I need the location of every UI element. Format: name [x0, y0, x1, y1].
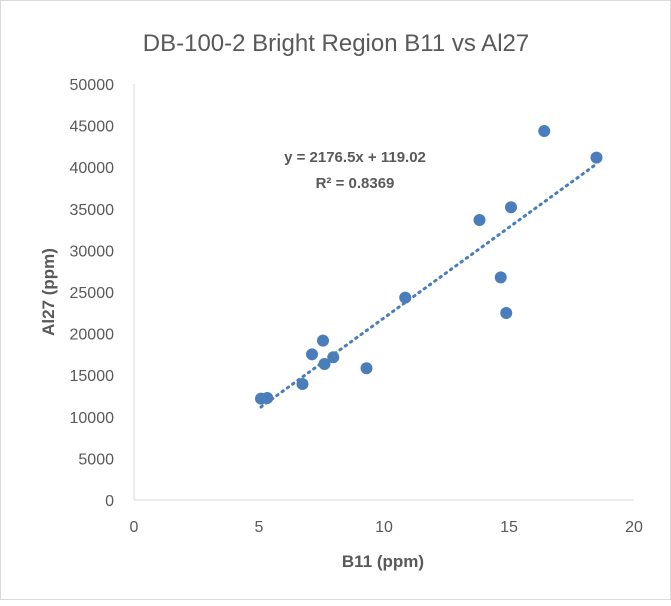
data-point — [327, 351, 340, 364]
x-tick-label: 10 — [375, 519, 393, 536]
y-axis-ticks: 0 5000 10000 15000 20000 25000 30000 35000 40000… — [70, 77, 115, 510]
chart-title: DB-100-2 Bright Region B11 vs Al27 — [143, 30, 529, 57]
x-tick-label: 5 — [255, 519, 264, 536]
y-tick-label: 10000 — [70, 410, 115, 427]
data-point — [399, 291, 412, 304]
data-points — [255, 125, 603, 405]
data-point — [473, 214, 486, 227]
y-tick-label: 40000 — [70, 160, 115, 177]
data-point — [306, 348, 318, 361]
x-tick-label: 15 — [500, 519, 518, 536]
x-axis-label: B11 (ppm) — [342, 552, 424, 571]
data-point — [494, 271, 507, 284]
y-tick-label: 0 — [105, 493, 114, 510]
trendline-equation: y = 2176.5x + 119.02 — [284, 149, 426, 166]
y-tick-label: 35000 — [70, 202, 115, 219]
data-point — [590, 151, 603, 164]
y-tick-label: 15000 — [70, 368, 115, 385]
x-tick-label: 0 — [130, 519, 139, 536]
x-tick-label: 20 — [625, 519, 643, 536]
x-axis-ticks: 0 5 10 15 20 — [130, 519, 643, 536]
y-tick-label: 50000 — [70, 77, 115, 94]
data-point — [317, 334, 329, 347]
data-point — [360, 362, 373, 375]
y-tick-label: 30000 — [70, 243, 115, 260]
data-point — [261, 391, 274, 404]
data-point — [538, 125, 551, 138]
trendline — [259, 162, 598, 409]
y-tick-label: 20000 — [70, 327, 115, 344]
data-point — [318, 357, 331, 370]
y-tick-label: 5000 — [78, 451, 114, 468]
y-axis-label: Al27 (ppm) — [39, 248, 58, 336]
data-point — [505, 201, 517, 214]
y-tick-label: 25000 — [70, 285, 115, 302]
trendline-r2: R² = 0.8369 — [316, 175, 395, 192]
data-point — [500, 306, 513, 319]
y-tick-label: 45000 — [70, 119, 115, 136]
data-point — [296, 378, 309, 391]
